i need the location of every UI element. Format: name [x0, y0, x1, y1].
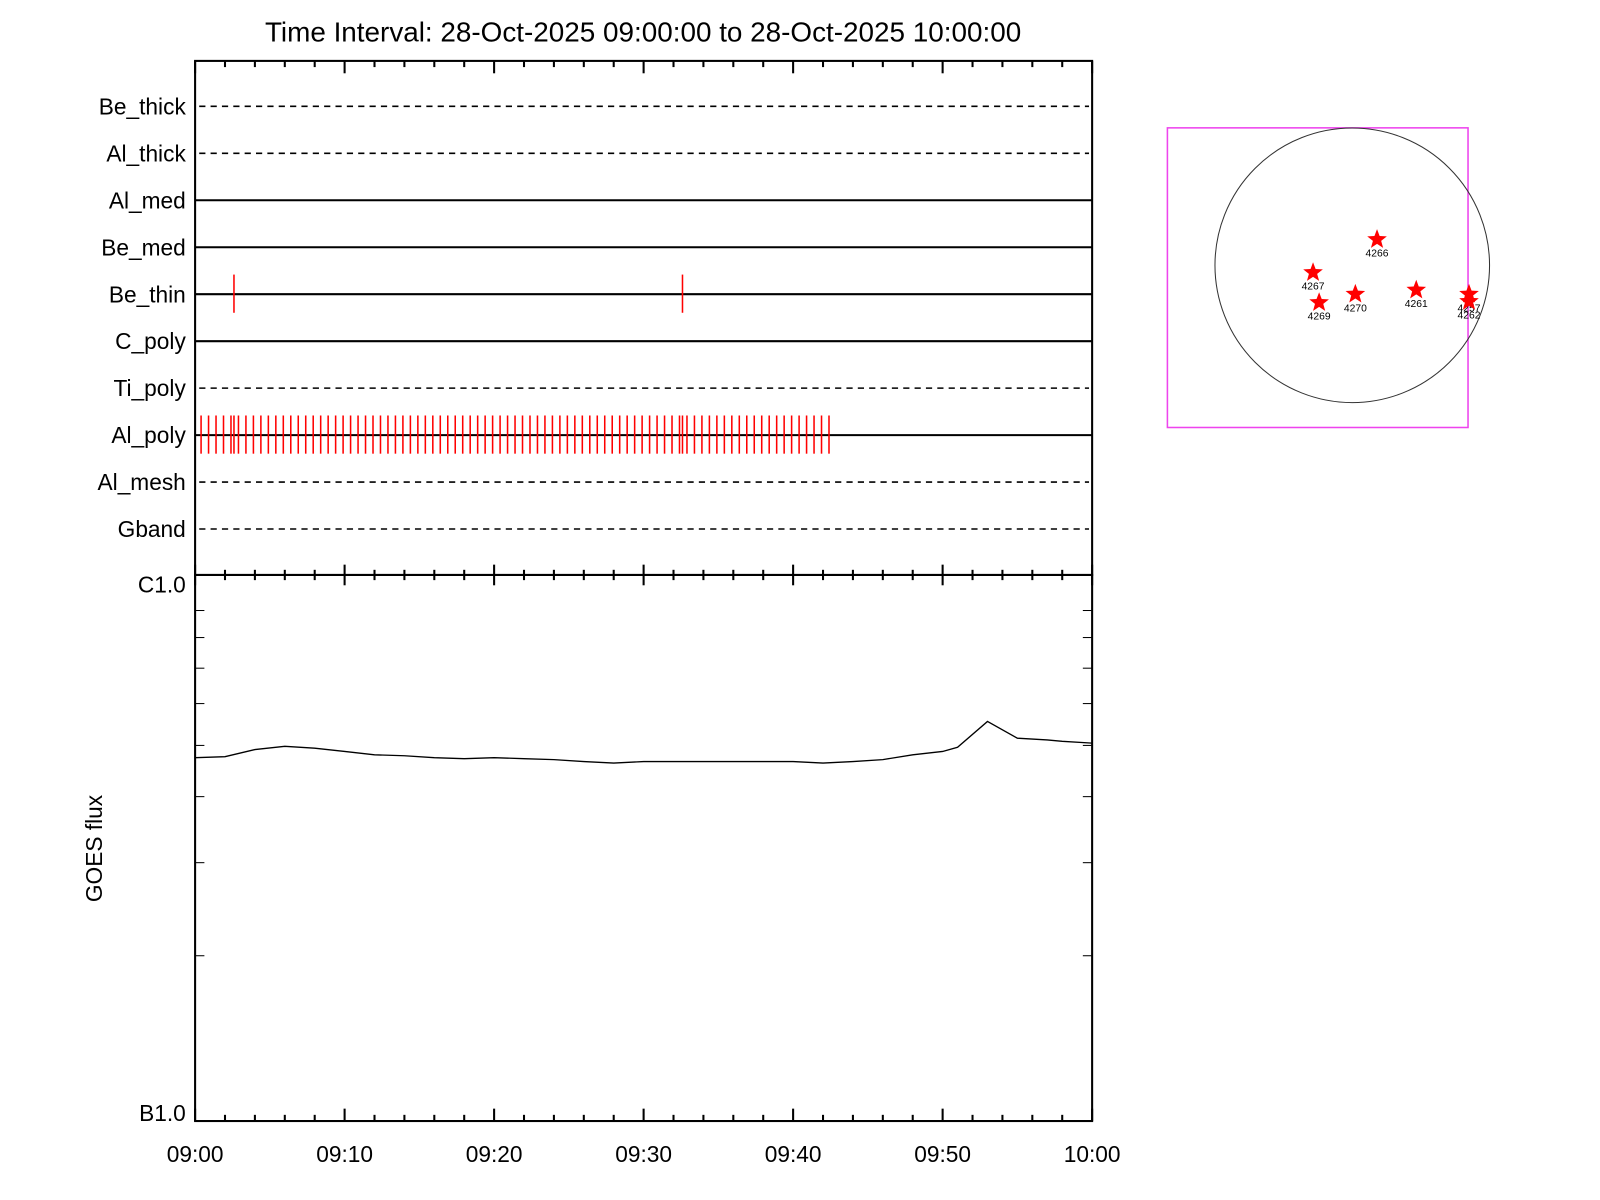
- region-label: 4266: [1366, 249, 1389, 260]
- row-label: Ti_poly: [114, 375, 187, 401]
- row-label: Al_poly: [111, 422, 186, 448]
- row-label: Be_thin: [109, 281, 186, 307]
- row-label: Al_med: [109, 187, 186, 213]
- row-label: Al_thick: [106, 140, 186, 166]
- field-of-view: [1166, 127, 1469, 429]
- region-marker: [1406, 279, 1427, 299]
- x-tick-label: 09:10: [316, 1141, 373, 1167]
- x-tick-label: 09:40: [765, 1141, 822, 1167]
- y-tick-label: B1.0: [139, 1100, 186, 1126]
- region-marker: [1309, 292, 1329, 311]
- row-label: Be_med: [101, 234, 186, 260]
- chart-title: Time Interval: 28-Oct-2025 09:00:00 to 2…: [265, 16, 1021, 47]
- region-label: 4269: [1308, 312, 1331, 323]
- flux-line: [195, 720, 1093, 764]
- x-tick-label: 09:30: [615, 1141, 672, 1167]
- x-tick-label: 09:00: [167, 1141, 224, 1167]
- x-tick-label: 10:00: [1064, 1141, 1121, 1167]
- region-marker: [1303, 262, 1323, 281]
- row-label: Al_mesh: [98, 469, 186, 495]
- row-label: Be_thick: [99, 93, 187, 119]
- region-marker: [1367, 229, 1387, 248]
- x-tick-label: 09:20: [466, 1141, 523, 1167]
- solar-disk: [1214, 127, 1491, 404]
- region-label: 4261: [1405, 299, 1428, 310]
- y-axis-label: GOES flux: [81, 794, 107, 902]
- region-marker: [1459, 291, 1479, 310]
- y-tick-label: C1.0: [138, 571, 186, 597]
- region-label: 4267: [1302, 282, 1325, 293]
- region-label: 4262: [1458, 311, 1481, 322]
- x-tick-label: 09:50: [914, 1141, 971, 1167]
- region-label: 4270: [1344, 303, 1367, 314]
- row-label: Gband: [118, 516, 186, 542]
- region-marker: [1345, 283, 1366, 303]
- region-label: 4257: [1458, 303, 1481, 314]
- row-label: C_poly: [115, 328, 186, 354]
